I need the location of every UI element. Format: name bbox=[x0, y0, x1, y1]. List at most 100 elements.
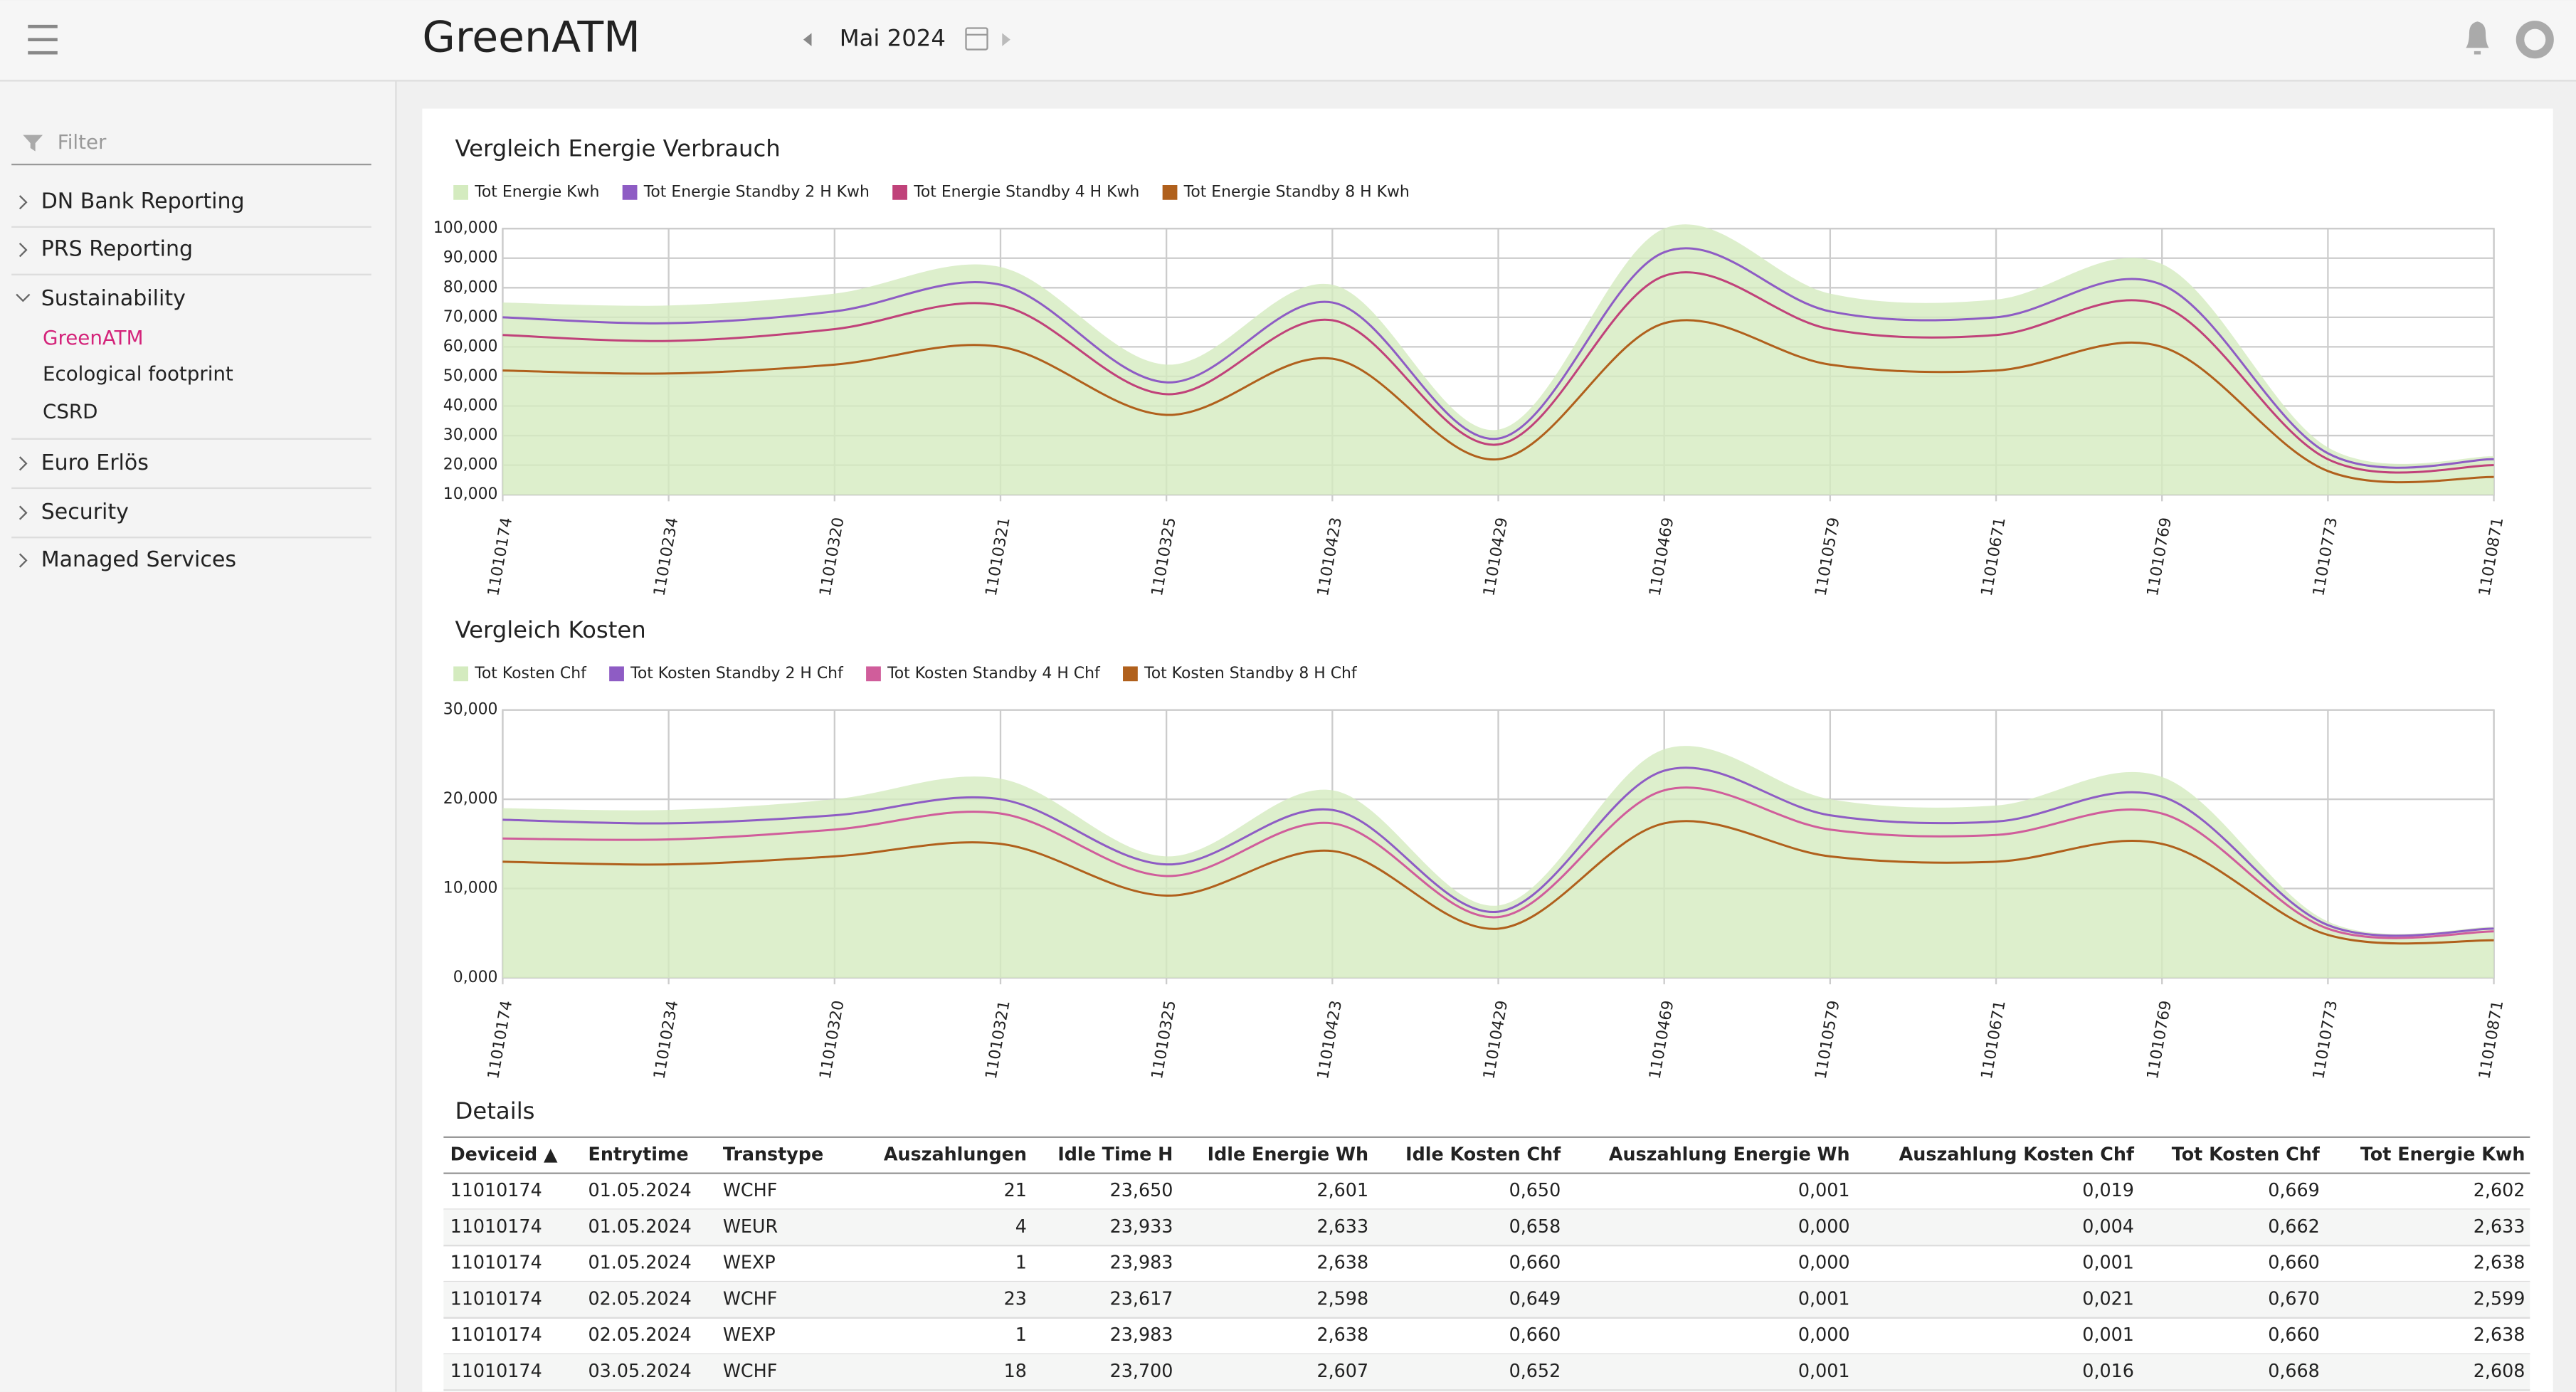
table-cell: 0,649 bbox=[1509, 1287, 1561, 1309]
legend-label[interactable]: Tot Energie Standby 2 H Kwh bbox=[643, 183, 870, 201]
y-tick-label: 20,000 bbox=[443, 790, 498, 808]
column-header[interactable]: Auszahlung Energie Wh bbox=[1609, 1143, 1850, 1164]
table-cell: 2,633 bbox=[2474, 1216, 2525, 1237]
y-tick-label: 20,000 bbox=[443, 456, 498, 474]
table-cell: WEUR bbox=[723, 1216, 778, 1237]
table-cell: 01.05.2024 bbox=[588, 1252, 692, 1273]
table-cell: WCHF bbox=[723, 1360, 777, 1381]
table-cell: 0,658 bbox=[1509, 1216, 1561, 1237]
legend-swatch bbox=[609, 666, 624, 681]
submenu-item[interactable]: CSRD bbox=[43, 400, 97, 423]
table-cell: 0,019 bbox=[2082, 1179, 2134, 1201]
table-cell: 2,633 bbox=[1316, 1216, 1368, 1237]
header-bar bbox=[0, 0, 2576, 80]
column-header[interactable]: Transtype bbox=[723, 1143, 823, 1164]
legend-label[interactable]: Tot Energie Standby 8 H Kwh bbox=[1183, 183, 1410, 201]
table-cell: 23,700 bbox=[1110, 1360, 1173, 1381]
table-cell: 0,001 bbox=[2082, 1324, 2134, 1345]
table-cell: 0,662 bbox=[2268, 1216, 2320, 1237]
sidebar bbox=[0, 80, 396, 1391]
table-cell: 01.05.2024 bbox=[588, 1216, 692, 1237]
column-header[interactable]: Auszahlung Kosten Chf bbox=[1899, 1143, 2135, 1164]
menu-item[interactable]: Managed Services bbox=[41, 547, 236, 572]
table-cell: 0,660 bbox=[1509, 1324, 1561, 1345]
table-cell: 2,638 bbox=[1316, 1252, 1368, 1273]
legend-label[interactable]: Tot Kosten Standby 2 H Chf bbox=[630, 665, 844, 682]
table-cell: 2,638 bbox=[2474, 1252, 2525, 1273]
column-header[interactable]: Idle Time H bbox=[1057, 1143, 1173, 1164]
column-header[interactable]: Idle Energie Wh bbox=[1208, 1143, 1368, 1164]
column-header[interactable]: Deviceid ▲ bbox=[450, 1143, 558, 1164]
table-cell: 2,602 bbox=[2474, 1179, 2525, 1201]
table-cell: 01.05.2024 bbox=[588, 1179, 692, 1201]
table-cell: 2,599 bbox=[2474, 1287, 2525, 1309]
table-cell: 0,650 bbox=[1509, 1179, 1561, 1201]
y-tick-label: 10,000 bbox=[443, 879, 498, 897]
table-cell: 0,016 bbox=[2082, 1360, 2134, 1381]
y-tick-label: 50,000 bbox=[443, 367, 498, 385]
y-tick-label: 70,000 bbox=[443, 308, 498, 326]
menu-item[interactable]: Sustainability bbox=[41, 286, 186, 311]
filter-input[interactable]: Filter bbox=[58, 130, 107, 154]
table-cell: 1 bbox=[1015, 1252, 1027, 1273]
table-cell: 11010174 bbox=[450, 1179, 542, 1201]
table-cell: 0,660 bbox=[2268, 1324, 2320, 1345]
table-cell: 0,001 bbox=[1798, 1287, 1850, 1309]
menu-item[interactable]: Euro Erlös bbox=[41, 450, 149, 475]
table-cell: WCHF bbox=[723, 1179, 777, 1201]
column-header[interactable]: Idle Kosten Chf bbox=[1405, 1143, 1561, 1164]
table-cell: 2,598 bbox=[1316, 1287, 1368, 1309]
legend-label[interactable]: Tot Kosten Chf bbox=[474, 665, 587, 682]
legend-swatch bbox=[1163, 185, 1178, 200]
legend-label[interactable]: Tot Energie Kwh bbox=[474, 183, 599, 201]
legend-swatch bbox=[892, 185, 907, 200]
y-tick-label: 30,000 bbox=[443, 701, 498, 719]
table-cell: 0,021 bbox=[2082, 1287, 2134, 1309]
table-cell: 11010174 bbox=[450, 1252, 542, 1273]
legend-swatch bbox=[866, 666, 881, 681]
table-cell: 0,001 bbox=[2082, 1252, 2134, 1273]
table-cell: 21 bbox=[1004, 1179, 1027, 1201]
table-cell: 0,000 bbox=[1798, 1216, 1850, 1237]
table-cell: WCHF bbox=[723, 1287, 777, 1309]
table-cell: 23,933 bbox=[1110, 1216, 1173, 1237]
menu-item[interactable]: PRS Reporting bbox=[41, 237, 193, 262]
table-cell: 0,001 bbox=[1798, 1360, 1850, 1381]
table-cell: 23 bbox=[1004, 1287, 1027, 1309]
table-cell: 2,608 bbox=[2474, 1360, 2525, 1381]
submenu-item[interactable]: Ecological footprint bbox=[43, 362, 233, 386]
y-tick-label: 10,000 bbox=[443, 485, 498, 503]
table-cell: 18 bbox=[1004, 1360, 1027, 1381]
period: Mai 2024 bbox=[840, 25, 946, 52]
menu-item[interactable]: DN Bank Reporting bbox=[41, 189, 245, 214]
chart-title: Vergleich Energie Verbrauch bbox=[455, 135, 781, 162]
column-header[interactable]: Tot Energie Kwh bbox=[2360, 1143, 2525, 1164]
y-tick-label: 90,000 bbox=[443, 249, 498, 267]
legend-label[interactable]: Tot Energie Standby 4 H Kwh bbox=[913, 183, 1139, 201]
table-cell: 11010174 bbox=[450, 1360, 542, 1381]
table-cell: 11010174 bbox=[450, 1287, 542, 1309]
table-cell: 03.05.2024 bbox=[588, 1360, 692, 1381]
legend-swatch bbox=[453, 185, 468, 200]
table-cell: 02.05.2024 bbox=[588, 1324, 692, 1345]
table-cell: 02.05.2024 bbox=[588, 1287, 692, 1309]
legend-label[interactable]: Tot Kosten Standby 4 H Chf bbox=[887, 665, 1101, 682]
table-cell: 0,004 bbox=[2082, 1216, 2134, 1237]
column-header[interactable]: Entrytime bbox=[588, 1143, 689, 1164]
column-header[interactable]: Auszahlungen bbox=[884, 1143, 1027, 1164]
table-cell: 0,000 bbox=[1798, 1324, 1850, 1345]
submenu-item[interactable]: GreenATM bbox=[43, 326, 143, 349]
legend-label[interactable]: Tot Kosten Standby 8 H Chf bbox=[1144, 665, 1358, 682]
column-header[interactable]: Tot Kosten Chf bbox=[2172, 1143, 2321, 1164]
legend-swatch bbox=[623, 185, 638, 200]
table-cell: 2,607 bbox=[1316, 1360, 1368, 1381]
table-cell: 1 bbox=[1015, 1324, 1027, 1345]
legend-swatch bbox=[1123, 666, 1138, 681]
chart-title: Vergleich Kosten bbox=[455, 616, 646, 643]
menu-item[interactable]: Security bbox=[41, 500, 129, 524]
table-title: Details bbox=[455, 1097, 535, 1124]
y-tick-label: 0,000 bbox=[453, 969, 498, 986]
table-cell: 23,650 bbox=[1110, 1179, 1173, 1201]
table-cell: 4 bbox=[1015, 1216, 1027, 1237]
